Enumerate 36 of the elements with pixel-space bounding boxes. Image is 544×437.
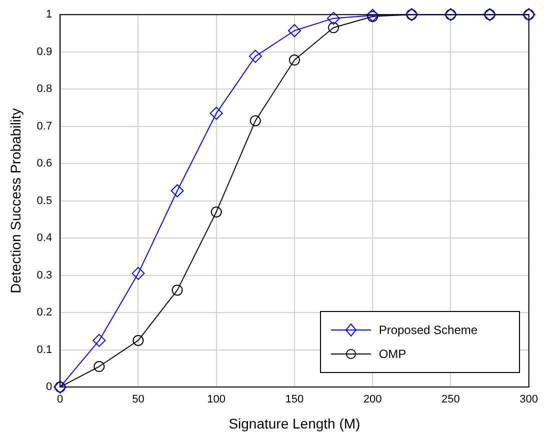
point — [328, 22, 340, 34]
legend-label: Proposed Scheme — [378, 323, 478, 337]
point — [170, 184, 184, 198]
y-tick-label: 0.4 — [36, 232, 52, 244]
point — [248, 50, 262, 63]
y-tick-label: 0.2 — [36, 306, 52, 319]
y-tick-label: 0.7 — [36, 120, 52, 132]
x-tick-label: 100 — [207, 394, 226, 406]
point — [132, 266, 145, 280]
point — [288, 54, 300, 66]
x-tick-label: 250 — [442, 394, 460, 406]
y-tick-label: 0.8 — [36, 83, 52, 96]
y-tick-label: 0 — [46, 381, 52, 394]
point — [250, 115, 261, 126]
legend-label: OMP — [378, 347, 406, 361]
point — [210, 206, 222, 218]
point — [132, 334, 144, 346]
point — [172, 284, 183, 296]
y-tick-label: 0.9 — [36, 46, 52, 58]
y-tick-label: 0.5 — [36, 194, 52, 207]
y-tick-label: 0.1 — [36, 344, 52, 356]
y-tick-label: 1 — [46, 8, 52, 21]
x-tick-label: 0 — [57, 394, 64, 406]
point — [210, 106, 223, 120]
point — [94, 361, 105, 372]
x-tick-label: 300 — [520, 394, 538, 406]
y-tick-label: 0.6 — [36, 158, 52, 170]
x-axis-title: Signature Length (M) — [228, 415, 360, 432]
point — [288, 24, 301, 38]
point — [92, 334, 106, 347]
y-tick-label: 0.3 — [36, 269, 52, 282]
point — [327, 12, 340, 25]
x-tick-label: 50 — [132, 394, 144, 406]
x-tick-label: 150 — [285, 394, 304, 406]
x-tick-label: 200 — [363, 394, 382, 406]
y-axis-title: Detection Success Probability — [7, 108, 24, 294]
